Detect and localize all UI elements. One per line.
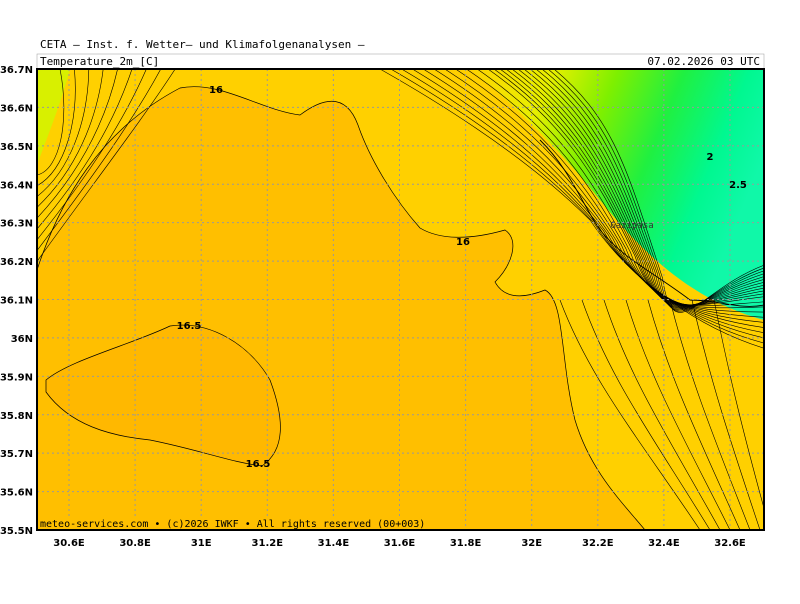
warm-core <box>45 324 281 467</box>
contour <box>390 69 764 344</box>
place-label: Gazipasa <box>610 221 653 231</box>
frame <box>36 68 765 531</box>
lat-label: 35.5N <box>0 526 33 537</box>
contour <box>37 69 76 187</box>
contour-label: 16 <box>209 85 223 96</box>
lat-label: 36.2N <box>0 257 33 268</box>
lat-label: 35.6N <box>0 488 33 499</box>
contour <box>379 69 764 349</box>
contour-label: 2.5 <box>729 180 747 191</box>
contour <box>541 69 764 311</box>
contour <box>444 69 764 318</box>
contour <box>477 69 764 307</box>
contour <box>581 299 711 530</box>
contour <box>37 69 133 230</box>
contour <box>412 69 764 333</box>
lon-label: 32.4E <box>648 538 680 549</box>
contour <box>401 69 764 339</box>
contour <box>455 69 764 313</box>
lat-label: 36.6N <box>0 103 33 114</box>
contour <box>37 69 90 197</box>
contour <box>517 69 764 307</box>
contour <box>523 69 764 308</box>
contour <box>647 299 741 530</box>
contour <box>603 299 721 530</box>
contour <box>37 69 118 219</box>
grid <box>37 69 764 530</box>
coastline <box>539 139 764 307</box>
header-title: CETA — Inst. f. Wetter— und Klimafolgena… <box>40 38 365 51</box>
contour <box>37 69 147 240</box>
contour <box>466 69 764 309</box>
lat-label: 36.7N <box>0 65 33 76</box>
contour <box>691 299 761 530</box>
contour <box>547 69 764 312</box>
lat-label: 36N <box>11 334 33 345</box>
contour <box>669 299 751 530</box>
variable-label: Temperature_2m_[C] <box>40 55 159 68</box>
contour-lines <box>37 69 764 530</box>
contour-label: 16 <box>456 237 470 248</box>
contour-label: 2 <box>707 152 714 163</box>
lon-label: 32.6E <box>714 538 746 549</box>
footer-bg <box>38 518 406 529</box>
contour <box>487 69 764 306</box>
contour-label: 16.5 <box>177 321 202 332</box>
contour <box>423 69 764 328</box>
lat-label: 36.5N <box>0 142 33 153</box>
contour <box>529 69 764 309</box>
contour <box>499 69 764 306</box>
contour <box>535 69 764 310</box>
contour <box>433 69 764 323</box>
valid-time: 07.02.2026 03 UTC <box>647 55 760 68</box>
contour-label: 16.5 <box>246 459 271 470</box>
lon-label: 30.6E <box>53 538 85 549</box>
lon-label: 31.8E <box>450 538 482 549</box>
contour <box>37 69 176 262</box>
lon-label: 31E <box>191 538 212 549</box>
lon-label: 32E <box>521 538 542 549</box>
lat-label: 36.3N <box>0 219 33 230</box>
lat-label: 36.1N <box>0 296 33 307</box>
lon-label: 31.4E <box>318 538 350 549</box>
lon-label: 32.2E <box>582 538 614 549</box>
lon-label: 30.8E <box>119 538 151 549</box>
lon-label: 31.2E <box>252 538 284 549</box>
footer: meteo-services.com • (c)2026 IWKF • All … <box>40 519 425 530</box>
cold-edge <box>37 69 70 165</box>
lat-label: 35.8N <box>0 411 33 422</box>
contour <box>713 299 764 510</box>
contour <box>37 69 104 208</box>
lon-label: 31.6E <box>384 538 416 549</box>
lat-label: 35.9N <box>0 372 33 383</box>
contour <box>559 299 701 530</box>
contour <box>625 299 731 530</box>
lat-label: 36.4N <box>0 180 33 191</box>
lat-label: 35.7N <box>0 449 33 460</box>
contour <box>553 69 764 313</box>
contour <box>493 69 764 306</box>
